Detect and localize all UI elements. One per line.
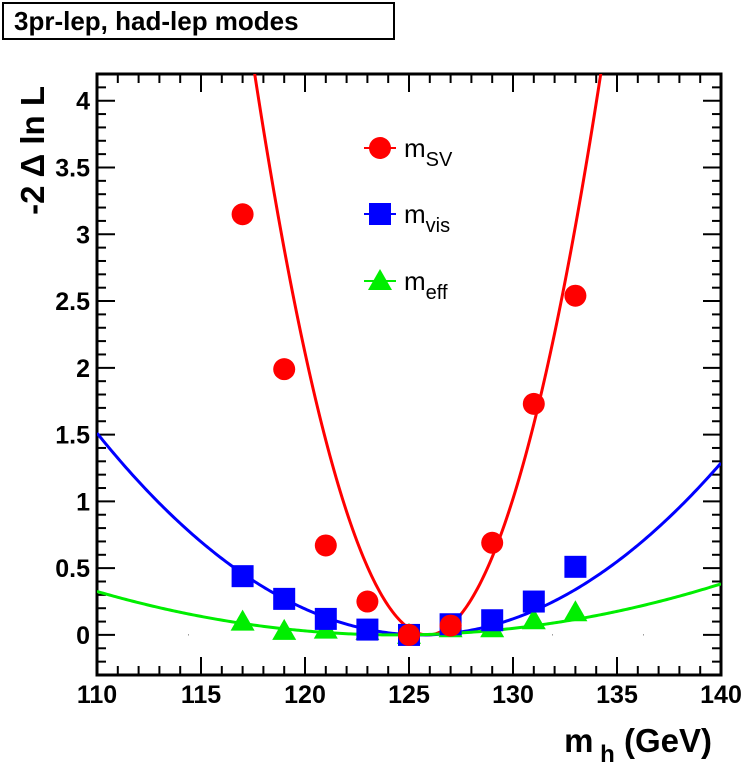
x-tick-label: 130 xyxy=(492,681,534,709)
fit-curve-SV xyxy=(253,74,603,637)
data-point-vis xyxy=(522,590,545,613)
x-tick-label: 110 xyxy=(77,681,117,709)
y-tick-label: 0.5 xyxy=(55,555,90,583)
data-point-SV xyxy=(273,358,296,381)
y-tick-label: 1 xyxy=(76,488,90,516)
x-tick-label: 115 xyxy=(181,681,221,709)
data-point-vis xyxy=(356,618,379,641)
y-tick-label: 2.5 xyxy=(55,288,90,316)
plot-title: 3pr-lep, had-lep modes xyxy=(2,2,395,40)
y-tick-label: 2 xyxy=(76,355,90,383)
plot-frame xyxy=(95,72,723,677)
legend-marker-eff xyxy=(368,269,392,290)
data-point-SV xyxy=(564,284,587,307)
x-tick-label: 140 xyxy=(700,681,742,709)
data-point-SV xyxy=(231,203,254,226)
y-tick-label: 0 xyxy=(76,622,90,650)
legend: mSV mvis meff xyxy=(364,133,453,304)
data-point-eff xyxy=(521,608,546,630)
data-point-vis xyxy=(273,587,296,610)
legend-label-vis: mvis xyxy=(404,199,450,237)
data-point-SV xyxy=(439,614,462,637)
legend-label-SV: mSV xyxy=(404,133,453,171)
y-axis-label: -2 Δ ln L xyxy=(14,86,51,215)
legend-marker-vis xyxy=(369,203,391,225)
data-point-vis xyxy=(481,609,504,632)
y-tick-label: 3 xyxy=(76,221,90,249)
data-point-SV xyxy=(522,392,545,415)
data-point-vis xyxy=(231,565,254,588)
data-point-SV xyxy=(398,623,420,646)
data-point-eff xyxy=(272,618,297,640)
data-point-SV xyxy=(314,534,337,557)
y-tick-label: 4 xyxy=(76,88,90,116)
data-point-eff xyxy=(563,600,588,622)
x-tick-label: 135 xyxy=(596,681,638,709)
data-point-SV xyxy=(481,531,504,554)
legend-label-eff: meff xyxy=(404,266,448,304)
y-tick-label: 1.5 xyxy=(55,422,90,450)
legend-marker-SV xyxy=(369,137,391,159)
data-point-SV xyxy=(356,590,379,613)
data-point-eff xyxy=(230,609,255,631)
data-point-vis xyxy=(314,607,337,630)
fit-curve-vis xyxy=(97,432,721,637)
x-tick-label: 125 xyxy=(388,681,430,709)
x-axis-label: m h (GeV) xyxy=(564,722,712,763)
data-point-vis xyxy=(564,555,587,578)
x-tick-label: 120 xyxy=(284,681,326,709)
y-tick-label: 3.5 xyxy=(55,154,90,182)
